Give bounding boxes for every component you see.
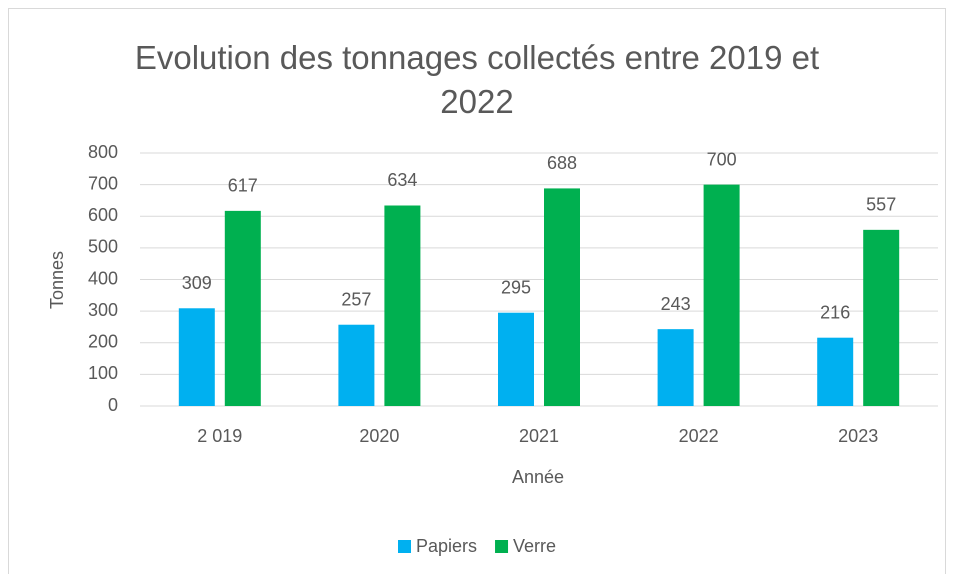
data-label: 216 bbox=[820, 302, 850, 322]
bar bbox=[224, 210, 261, 406]
y-tick-label: 600 bbox=[88, 205, 118, 225]
x-tick-label: 2021 bbox=[519, 426, 559, 446]
bar bbox=[544, 188, 580, 406]
legend-swatch bbox=[495, 540, 509, 553]
y-tick-label: 300 bbox=[88, 300, 118, 320]
bar bbox=[817, 337, 854, 406]
x-tick-label: 2022 bbox=[679, 426, 719, 446]
data-label: 700 bbox=[707, 149, 737, 169]
y-tick-label: 500 bbox=[88, 237, 118, 257]
x-tick-label: 2 019 bbox=[197, 426, 242, 446]
y-tick-label: 200 bbox=[88, 332, 118, 352]
bar bbox=[498, 312, 534, 406]
data-label: 295 bbox=[501, 277, 531, 297]
chart-title: Evolution des tonnages collectés entre 2… bbox=[134, 39, 820, 120]
bar bbox=[178, 308, 215, 406]
y-tick-label: 700 bbox=[88, 173, 118, 193]
legend-swatch bbox=[398, 540, 411, 553]
data-label: 257 bbox=[341, 289, 371, 309]
data-label: 243 bbox=[661, 294, 691, 314]
data-label: 634 bbox=[387, 170, 417, 190]
bar bbox=[863, 229, 900, 406]
chart-frame bbox=[8, 8, 946, 574]
x-axis-label: Année bbox=[512, 467, 564, 487]
y-tick-label: 100 bbox=[88, 363, 118, 383]
y-tick-label: 400 bbox=[88, 268, 118, 288]
data-label: 688 bbox=[547, 153, 577, 173]
data-label: 309 bbox=[182, 273, 212, 293]
legend-label: Papiers bbox=[416, 536, 477, 556]
bar bbox=[384, 205, 421, 406]
y-tick-label: 800 bbox=[88, 142, 118, 162]
legend-label: Verre bbox=[513, 536, 556, 556]
x-tick-label: 2023 bbox=[838, 426, 878, 446]
x-tick-label: 2020 bbox=[359, 426, 399, 446]
bar bbox=[703, 184, 740, 406]
data-label: 557 bbox=[866, 195, 896, 215]
bar bbox=[338, 324, 375, 406]
bar bbox=[657, 329, 694, 406]
y-tick-label: 0 bbox=[108, 395, 118, 415]
y-axis-label: Tonnes bbox=[47, 251, 67, 309]
data-label: 617 bbox=[228, 176, 258, 196]
